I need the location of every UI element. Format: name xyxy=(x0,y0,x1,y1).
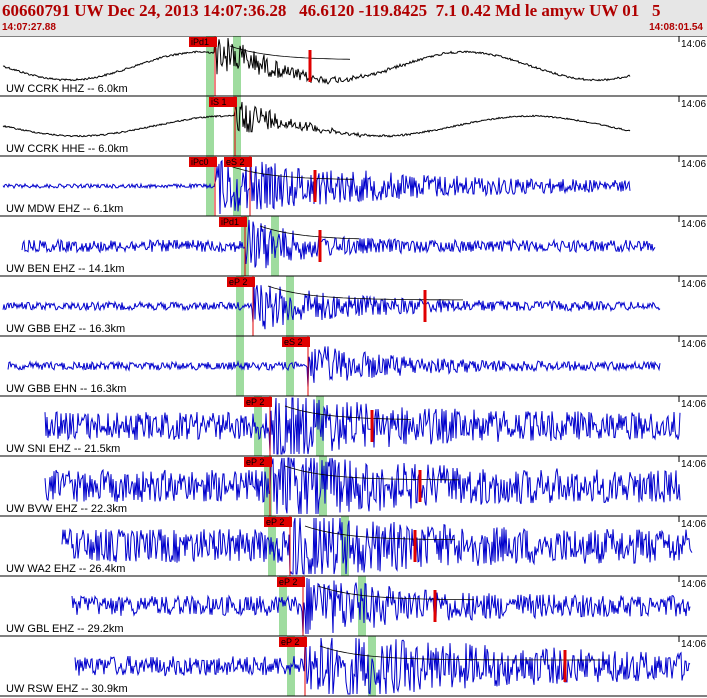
arrival-window xyxy=(358,576,366,636)
phase-pick-label: iPc0 xyxy=(191,157,209,167)
coda-decay-curve xyxy=(319,645,605,661)
trace-label: UW BVW EHZ -- 22.3km xyxy=(6,503,127,515)
coda-decay-curve xyxy=(267,285,463,301)
coda-decay-curve xyxy=(317,585,474,601)
trace-label: UW GBL EHZ -- 29.2km xyxy=(6,623,124,635)
coda-decay-curve xyxy=(284,405,411,420)
phase-pick-label: iPd1 xyxy=(191,37,209,47)
phase-pick-tag[interactable] xyxy=(264,517,292,527)
time-tick: 14:06 xyxy=(681,639,706,650)
waveform-trace xyxy=(2,37,631,85)
start-time: 14:07:27.88 xyxy=(2,22,56,33)
arrival-window xyxy=(254,396,262,456)
time-tick: 14:06 xyxy=(681,219,706,230)
arrival-window xyxy=(233,96,241,156)
trace-label: UW GBB EHZ -- 16.3km xyxy=(6,323,125,335)
phase-pick-tag[interactable] xyxy=(277,577,305,587)
waveform-trace xyxy=(74,637,691,695)
phase-pick-label: eS 2 xyxy=(284,337,303,347)
event-title: 60660791 UW Dec 24, 2013 14:07:36.28 46.… xyxy=(2,1,661,20)
phase-pick-label: eP 2 xyxy=(266,517,284,527)
arrival-window xyxy=(286,336,294,396)
waveform-trace xyxy=(44,397,681,455)
coda-decay-curve xyxy=(229,45,351,60)
phase-pick-tag[interactable] xyxy=(227,277,255,287)
phase-pick-label: eP 2 xyxy=(281,637,299,647)
trace-label: UW RSW EHZ -- 30.9km xyxy=(6,683,128,695)
phase-pick-tag[interactable] xyxy=(244,457,272,467)
trace-label: UW GBB EHN -- 16.3km xyxy=(6,383,126,395)
time-tick: 14:06 xyxy=(681,39,706,50)
phase-pick-label: eP 2 xyxy=(246,397,264,407)
waveform-trace xyxy=(7,346,661,388)
trace-label: UW WA2 EHZ -- 26.4km xyxy=(6,563,125,575)
arrival-window xyxy=(206,36,214,96)
trace-label: UW SNI EHZ -- 21.5km xyxy=(6,443,120,455)
waveform-trace xyxy=(2,101,631,138)
phase-pick-label: eP 2 xyxy=(246,457,264,467)
arrival-window xyxy=(233,36,241,96)
coda-decay-curve xyxy=(304,525,456,541)
trace-label: UW MDW EHZ -- 6.1km xyxy=(6,203,123,215)
phase-pick-tag[interactable] xyxy=(224,157,252,167)
waveform-trace xyxy=(44,457,681,515)
phase-pick-label: eS 2 xyxy=(226,157,245,167)
phase-pick-label: eP 2 xyxy=(229,277,247,287)
phase-pick-label: eP 2 xyxy=(279,577,297,587)
arrival-window xyxy=(236,276,244,336)
phase-pick-tag[interactable] xyxy=(189,157,217,167)
phase-pick-tag[interactable] xyxy=(219,217,247,227)
phase-pick-label: iPd1 xyxy=(221,217,239,227)
phase-pick-tag[interactable] xyxy=(244,397,272,407)
time-tick: 14:06 xyxy=(681,459,706,470)
arrival-window xyxy=(271,216,279,276)
phase-pick-tag[interactable] xyxy=(279,637,307,647)
waveform-trace xyxy=(21,219,656,269)
time-tick: 14:06 xyxy=(681,519,706,530)
phase-pick-tag[interactable] xyxy=(282,337,310,347)
phase-pick-tag[interactable] xyxy=(209,97,237,107)
phase-pick-tag[interactable] xyxy=(189,37,217,47)
arrival-window xyxy=(286,276,294,336)
trace-label: UW BEN EHZ -- 14.1km xyxy=(6,263,125,275)
trace-label: UW CCRK HHE -- 6.0km xyxy=(6,143,128,155)
coda-decay-curve xyxy=(259,225,360,240)
waveform-trace xyxy=(71,577,691,635)
waveform-trace xyxy=(61,517,693,575)
time-tick: 14:06 xyxy=(681,99,706,110)
time-tick: 14:06 xyxy=(681,279,706,290)
seismogram-panel[interactable]: iPd1 UW CCRK HHZ -- 6.0km 14:06 iS 1 UW CCRK… xyxy=(0,36,707,698)
end-time: 14:08:01.54 xyxy=(649,22,703,33)
time-tick: 14:06 xyxy=(681,399,706,410)
phase-pick-label: iS 1 xyxy=(211,97,227,107)
event-header: 60660791 UW Dec 24, 2013 14:07:36.28 46.… xyxy=(0,0,707,36)
time-tick: 14:06 xyxy=(681,159,706,170)
trace-label: UW CCRK HHZ -- 6.0km xyxy=(6,83,128,95)
arrival-window xyxy=(206,96,214,156)
time-tick: 14:06 xyxy=(681,339,706,350)
waveform-trace xyxy=(2,284,661,330)
coda-decay-curve xyxy=(284,465,459,481)
time-tick: 14:06 xyxy=(681,579,706,590)
